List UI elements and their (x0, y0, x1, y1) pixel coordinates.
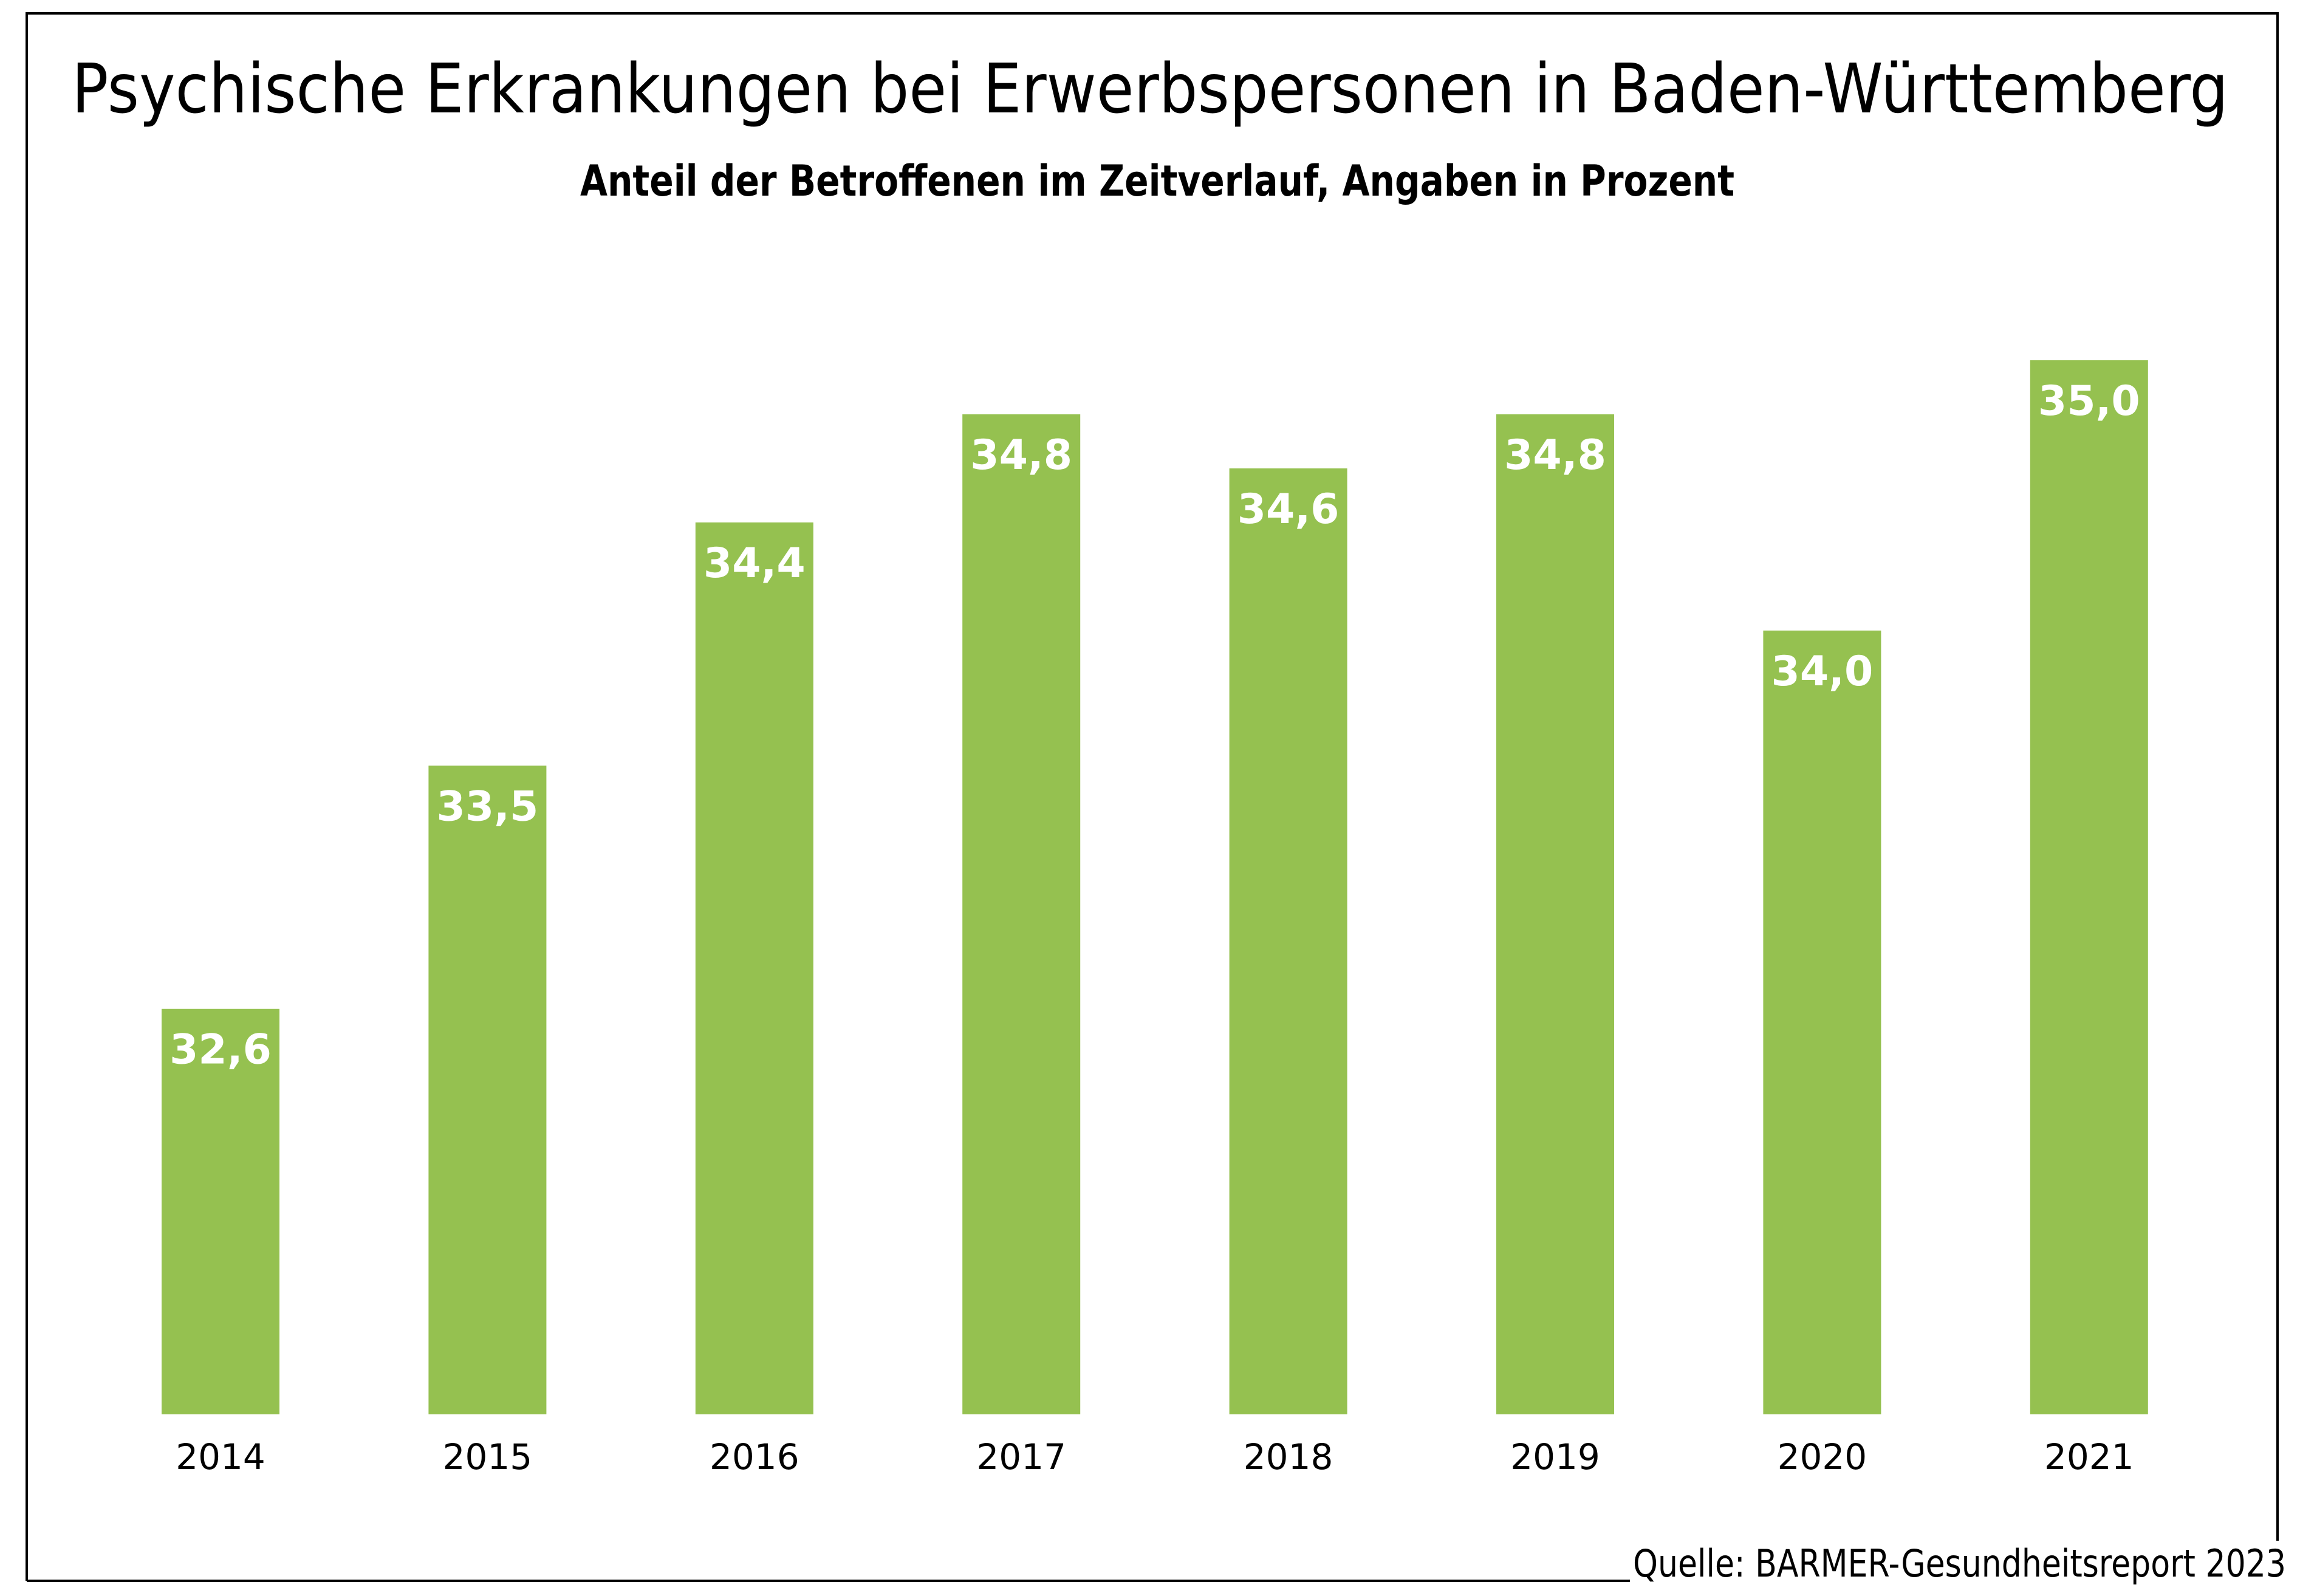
frame-border (26, 12, 2279, 1581)
x-tick-label-2019: 2019 (1510, 1436, 1600, 1478)
bar-2014 (162, 1009, 279, 1414)
data-label-2018: 34,6 (1237, 485, 1340, 533)
bar-2016 (695, 522, 813, 1414)
x-tick-label-2014: 2014 (176, 1436, 265, 1478)
bars-group: 32,6 2014 33,5 2015 34,4 2016 34,8 2017 34,6 2018… (162, 360, 2148, 1478)
chart-title: Psychische Erkrankungen bei Erwerbsperso… (72, 50, 2228, 129)
data-label-2016: 34,4 (703, 539, 806, 587)
data-label-2020: 34,0 (1771, 648, 1874, 696)
bar-2021 (2030, 360, 2148, 1414)
bar-2018 (1229, 468, 1347, 1414)
x-tick-label-2021: 2021 (2044, 1436, 2134, 1478)
data-label-2014: 32,6 (169, 1026, 272, 1074)
x-tick-label-2015: 2015 (443, 1436, 533, 1478)
bar-2020 (1763, 630, 1881, 1414)
source-note: Quelle: BARMER-Gesundheitsreport 2023 (1633, 1541, 2286, 1586)
data-label-2019: 34,8 (1504, 431, 1606, 479)
data-label-2021: 35,0 (2038, 377, 2140, 425)
data-label-2017: 34,8 (970, 431, 1072, 479)
bar-2017 (962, 414, 1081, 1414)
x-tick-label-2020: 2020 (1778, 1436, 1867, 1478)
x-tick-label-2017: 2017 (976, 1436, 1066, 1478)
chart-subtitle: Anteil der Betroffenen im Zeitverlauf, A… (580, 156, 1734, 206)
bar-2015 (428, 765, 547, 1414)
x-tick-label-2016: 2016 (710, 1436, 799, 1478)
bar-2019 (1496, 414, 1614, 1414)
data-label-2015: 33,5 (437, 783, 539, 831)
x-tick-label-2018: 2018 (1244, 1436, 1333, 1478)
